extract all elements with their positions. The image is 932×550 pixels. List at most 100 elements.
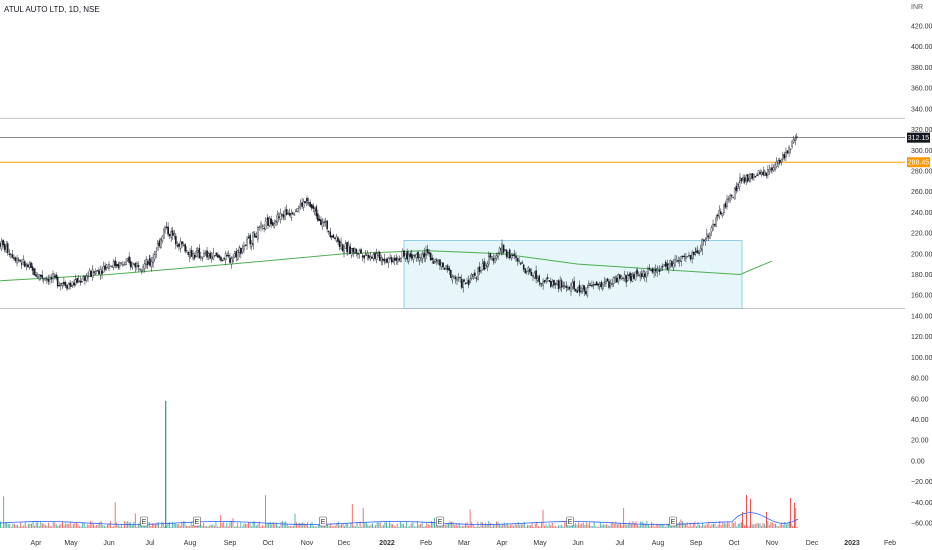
volume-bar — [365, 522, 367, 528]
volume-bar — [362, 507, 364, 528]
y-tick-label: 260.00 — [911, 189, 932, 196]
volume-bar — [604, 524, 606, 528]
volume-bar — [767, 521, 769, 528]
volume-bar — [545, 524, 547, 528]
y-tick-label: 360.00 — [911, 86, 932, 93]
candle-body — [553, 279, 555, 286]
candle-body — [756, 174, 758, 176]
candle-body — [609, 283, 612, 286]
candle-body — [480, 270, 482, 273]
volume-bar — [483, 525, 485, 528]
volume-bar — [657, 523, 659, 528]
y-tick-label: 80.00 — [911, 376, 929, 383]
volume-bar — [51, 526, 53, 528]
volume-bar — [288, 525, 290, 528]
volume-bar — [482, 522, 484, 528]
volume-bar — [356, 521, 358, 528]
candle-body — [554, 283, 557, 285]
candle-body — [163, 228, 165, 239]
candle-body — [346, 242, 348, 253]
candle-body — [783, 154, 786, 159]
volume-bar — [106, 524, 108, 528]
candle-body — [786, 150, 789, 154]
y-tick-label: 420.00 — [911, 24, 932, 31]
volume-bar — [540, 521, 542, 528]
candle-body — [143, 263, 146, 270]
volume-bar — [141, 525, 143, 528]
candle-body — [282, 214, 285, 218]
candle-body — [81, 281, 83, 283]
candle-body — [595, 281, 598, 286]
candle-body — [93, 271, 96, 273]
volume-bar — [556, 526, 558, 528]
candle-body — [337, 237, 339, 242]
candle-body — [296, 208, 299, 212]
volume-bar — [91, 521, 93, 528]
volume-bar — [96, 525, 98, 528]
candle-body — [2, 239, 4, 246]
candle-body — [794, 138, 797, 141]
volume-bar — [274, 524, 276, 528]
volume-bar — [754, 524, 756, 528]
volume-bar — [347, 523, 349, 528]
volume-bar — [733, 523, 735, 528]
volume-bar — [260, 526, 262, 528]
volume-bar — [444, 524, 446, 528]
candle-body — [748, 177, 751, 181]
candle-body — [349, 246, 352, 255]
volume-bar — [55, 524, 57, 528]
candle-body — [33, 268, 35, 276]
volume-bar — [238, 526, 240, 528]
volume-bar — [514, 523, 516, 528]
volume-bar — [787, 522, 789, 528]
candle-body — [386, 258, 388, 263]
candle-body — [668, 264, 670, 270]
volume-bar — [581, 523, 583, 528]
candle-body — [751, 173, 754, 179]
volume-bar — [598, 526, 600, 528]
volume-bar — [520, 524, 522, 528]
volume-bar — [730, 526, 732, 528]
volume-bar — [201, 525, 203, 528]
volume-bar — [649, 525, 651, 528]
candle-body — [615, 277, 618, 283]
candle-body — [639, 273, 641, 277]
volume-bar — [189, 525, 191, 528]
candle-body — [651, 268, 654, 273]
candle-body — [404, 253, 407, 259]
volume-bar — [272, 522, 274, 528]
volume-bar — [224, 526, 226, 528]
volume-bar — [182, 521, 184, 528]
volume-bar — [601, 524, 603, 528]
volume-bar — [82, 522, 84, 528]
consolidation-box — [403, 240, 743, 309]
candle-body — [173, 233, 176, 237]
volume-bar — [596, 526, 598, 528]
volume-bar — [187, 526, 189, 528]
candle-body — [614, 276, 616, 279]
volume-bar — [430, 521, 432, 528]
y-tick-label: 120.00 — [911, 334, 932, 341]
volume-bar — [695, 526, 697, 528]
volume-bar — [15, 525, 17, 528]
volume-bar — [517, 522, 519, 528]
candle-body — [76, 277, 78, 283]
candle-body — [546, 277, 549, 279]
candle-body — [625, 275, 627, 283]
candle-body — [94, 270, 97, 275]
volume-bar — [452, 521, 454, 528]
candle-body — [381, 258, 384, 261]
candle-body — [142, 266, 144, 273]
candle-body — [695, 251, 697, 253]
candle-body — [74, 279, 77, 285]
volume-bar — [651, 522, 652, 528]
price-tags: 312.15 288.45 — [907, 132, 930, 168]
volume-bar — [562, 526, 564, 528]
volume-bar — [613, 523, 615, 528]
candle-body — [483, 261, 485, 270]
volume-bar — [155, 524, 156, 528]
candle-body — [227, 254, 230, 257]
volume-bar — [367, 524, 369, 528]
